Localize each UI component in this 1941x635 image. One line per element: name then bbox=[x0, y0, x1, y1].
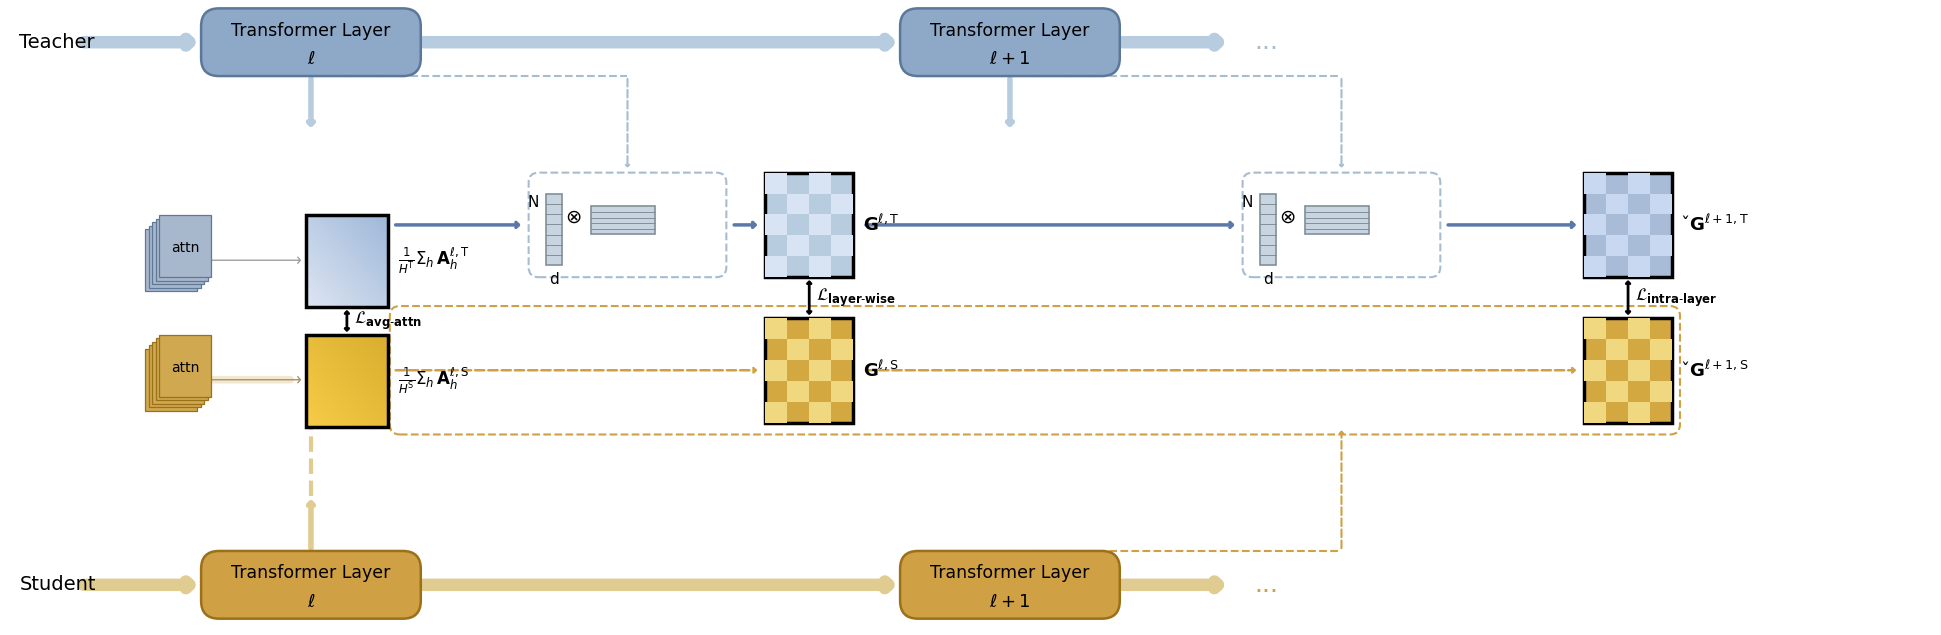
Bar bbox=[1628, 215, 1650, 236]
Bar bbox=[809, 360, 831, 381]
Text: Transformer Layer: Transformer Layer bbox=[231, 22, 390, 40]
Text: $\ell+1$: $\ell+1$ bbox=[990, 50, 1031, 68]
Bar bbox=[1650, 194, 1671, 215]
Text: Student: Student bbox=[19, 575, 95, 594]
Bar bbox=[151, 222, 204, 284]
Bar bbox=[809, 318, 831, 339]
Text: $\mathcal{L}_{\mathbf{layer\text{-}wise}}$: $\mathcal{L}_{\mathbf{layer\text{-}wise}… bbox=[817, 286, 897, 309]
Bar bbox=[831, 194, 854, 215]
Bar bbox=[1584, 257, 1605, 277]
Bar bbox=[1605, 236, 1628, 257]
Bar bbox=[765, 318, 854, 422]
FancyBboxPatch shape bbox=[202, 551, 421, 618]
Text: ...: ... bbox=[1254, 573, 1279, 597]
Bar bbox=[765, 360, 788, 381]
Text: $\otimes$: $\otimes$ bbox=[565, 208, 582, 227]
Bar bbox=[1628, 401, 1650, 422]
Bar bbox=[831, 236, 854, 257]
Text: $\check{\mathbf{G}}^{\ell+1,\mathrm{T}}$: $\check{\mathbf{G}}^{\ell+1,\mathrm{T}}$ bbox=[1683, 214, 1749, 236]
Bar bbox=[1584, 173, 1671, 277]
Bar bbox=[1628, 360, 1650, 381]
Bar bbox=[809, 257, 831, 277]
FancyBboxPatch shape bbox=[901, 8, 1120, 76]
Bar bbox=[1650, 236, 1671, 257]
Bar bbox=[1584, 318, 1605, 339]
Bar bbox=[1584, 215, 1605, 236]
Text: $\ell+1$: $\ell+1$ bbox=[990, 592, 1031, 611]
Text: $\mathbf{G}^{\ell,\mathrm{T}}$: $\mathbf{G}^{\ell,\mathrm{T}}$ bbox=[864, 214, 899, 236]
Bar bbox=[307, 215, 388, 307]
Bar bbox=[809, 401, 831, 422]
Bar bbox=[831, 381, 854, 401]
Text: Transformer Layer: Transformer Layer bbox=[930, 22, 1089, 40]
Bar bbox=[765, 257, 788, 277]
Bar bbox=[1584, 318, 1671, 422]
Bar bbox=[1584, 401, 1605, 422]
Bar bbox=[765, 401, 788, 422]
Bar bbox=[1605, 194, 1628, 215]
Bar bbox=[146, 349, 198, 411]
Text: $\ell$: $\ell$ bbox=[307, 50, 314, 68]
Text: $\mathcal{L}_{\mathbf{intra\text{-}layer}}$: $\mathcal{L}_{\mathbf{intra\text{-}layer… bbox=[1634, 286, 1718, 309]
Bar bbox=[765, 173, 788, 194]
Bar bbox=[765, 173, 854, 277]
Text: $\mathbf{G}^{\ell,\mathrm{S}}$: $\mathbf{G}^{\ell,\mathrm{S}}$ bbox=[864, 359, 899, 381]
Text: $\mathcal{L}_{\mathbf{avg\text{-}attn}}$: $\mathcal{L}_{\mathbf{avg\text{-}attn}}$ bbox=[353, 310, 421, 332]
Bar bbox=[159, 335, 212, 397]
Bar bbox=[809, 215, 831, 236]
Bar bbox=[155, 219, 208, 281]
Bar bbox=[788, 194, 809, 215]
Bar bbox=[765, 215, 788, 236]
Bar bbox=[1650, 381, 1671, 401]
Bar bbox=[788, 381, 809, 401]
Bar bbox=[788, 236, 809, 257]
Text: $\frac{1}{H^\mathrm{T}}\Sigma_h\,\mathbf{A}_h^{\ell,\mathrm{T}}$: $\frac{1}{H^\mathrm{T}}\Sigma_h\,\mathbf… bbox=[398, 246, 470, 276]
Bar bbox=[788, 339, 809, 360]
Bar bbox=[1628, 257, 1650, 277]
Text: N: N bbox=[1242, 195, 1254, 210]
Bar bbox=[1304, 206, 1370, 234]
Text: attn: attn bbox=[171, 361, 200, 375]
Text: Transformer Layer: Transformer Layer bbox=[231, 565, 390, 582]
Bar bbox=[1650, 339, 1671, 360]
Text: $\frac{1}{H^\mathrm{S}}\Sigma_h\,\mathbf{A}_h^{\ell,\mathrm{S}}$: $\frac{1}{H^\mathrm{S}}\Sigma_h\,\mathbf… bbox=[398, 366, 470, 396]
Bar bbox=[1605, 381, 1628, 401]
Text: Transformer Layer: Transformer Layer bbox=[930, 565, 1089, 582]
FancyBboxPatch shape bbox=[901, 551, 1120, 618]
Bar bbox=[151, 342, 204, 404]
Bar bbox=[1628, 173, 1650, 194]
Text: ...: ... bbox=[1254, 30, 1279, 54]
Text: $\ell$: $\ell$ bbox=[307, 592, 314, 611]
Text: d: d bbox=[1264, 272, 1273, 286]
Text: $\otimes$: $\otimes$ bbox=[1279, 208, 1297, 227]
Bar bbox=[1584, 360, 1605, 381]
Bar bbox=[1628, 318, 1650, 339]
Bar bbox=[1605, 339, 1628, 360]
Bar bbox=[1584, 173, 1605, 194]
Text: Teacher: Teacher bbox=[19, 33, 95, 51]
Text: attn: attn bbox=[171, 241, 200, 255]
Text: N: N bbox=[528, 195, 540, 210]
FancyBboxPatch shape bbox=[202, 8, 421, 76]
Bar bbox=[159, 215, 212, 277]
Bar bbox=[831, 339, 854, 360]
Bar bbox=[545, 194, 561, 265]
Text: $\check{\mathbf{G}}^{\ell+1,\mathrm{S}}$: $\check{\mathbf{G}}^{\ell+1,\mathrm{S}}$ bbox=[1683, 359, 1749, 381]
Bar bbox=[149, 345, 200, 407]
Bar bbox=[155, 338, 208, 400]
Bar bbox=[809, 173, 831, 194]
Text: d: d bbox=[549, 272, 559, 286]
Bar bbox=[1260, 194, 1275, 265]
Bar bbox=[307, 335, 388, 427]
Bar bbox=[590, 206, 656, 234]
Bar bbox=[146, 229, 198, 291]
Bar bbox=[765, 318, 788, 339]
Bar bbox=[149, 226, 200, 288]
